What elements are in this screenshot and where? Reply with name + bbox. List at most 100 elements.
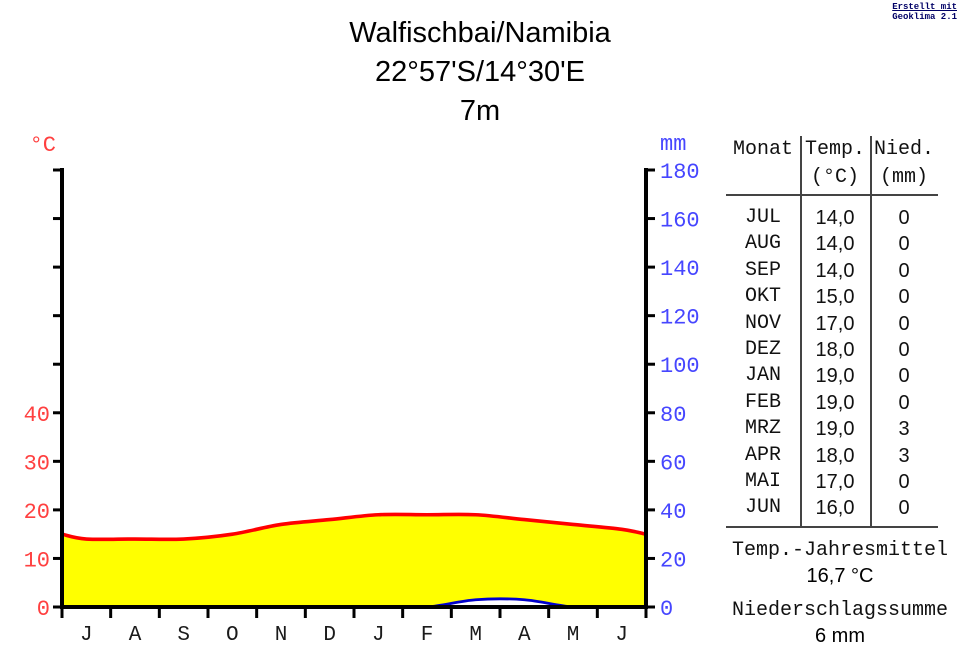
precip-sum-label: Niederschlagssumme	[731, 598, 949, 622]
app-credit-line2: Geoklima 2.1	[892, 12, 957, 22]
right-axis-tick-label: 0	[660, 597, 673, 622]
table-header-rule	[726, 194, 938, 196]
table-row: JUN 16,0 0	[726, 495, 938, 521]
annual-temp-value: 16,7 °C	[806, 564, 874, 587]
climate-chart: 0 10 20 30 40 °C 0 20 40 60 80 100 120 140 160 180 mm J A S…	[24, 132, 700, 647]
month-label: J	[372, 624, 385, 647]
precipitation-area	[62, 598, 646, 607]
temperature-curve	[61, 512, 647, 542]
right-axis-tick-label: 60	[660, 451, 686, 476]
temp-cell: 14,0	[815, 233, 855, 256]
precip-cell: 0	[898, 233, 910, 256]
precip-cell: 0	[898, 497, 910, 520]
climate-data-panel: Monat Temp. (°C) Nied. (mm) JUL 14,0 0 AUG 1…	[722, 136, 958, 648]
temperature-area	[62, 514, 646, 607]
left-axis-tick-label: 20	[24, 500, 50, 525]
table-row: AUG 14,0 0	[726, 231, 938, 257]
month-label: S	[177, 624, 190, 647]
table-header: Monat Temp. (°C) Nied. (mm)	[726, 136, 938, 192]
precip-cell: 3	[898, 418, 910, 441]
precip-cell: 0	[898, 338, 910, 361]
month-label: J	[80, 624, 93, 647]
month-label: J	[615, 624, 628, 647]
precip-cell: 3	[898, 444, 910, 467]
header-month: Monat	[732, 138, 793, 161]
table-row: FEB 19,0 0	[726, 390, 938, 416]
month-label: F	[421, 624, 434, 647]
right-axis-tick-label: 100	[660, 354, 700, 379]
table-row: MRZ 19,0 3	[726, 416, 938, 442]
table-row: DEZ 18,0 0	[726, 337, 938, 363]
month-cell: APR	[744, 443, 781, 467]
table-row: SEP 14,0 0	[726, 258, 938, 284]
right-axis-tick-label: 140	[660, 257, 700, 282]
left-axis-tick-label: 10	[24, 548, 50, 573]
precip-cell: 0	[898, 470, 910, 493]
month-cell: JAN	[744, 364, 781, 388]
temp-cell: 19,0	[815, 391, 855, 414]
temp-cell: 17,0	[815, 312, 855, 335]
right-axis-tick-label: 80	[660, 403, 686, 428]
month-label: O	[226, 624, 239, 647]
month-cell: JUN	[744, 496, 781, 520]
station-coordinates: 22°57'S/14°30'E	[374, 56, 586, 88]
month-cell: AUG	[744, 232, 781, 256]
temp-cell: 16,0	[815, 497, 855, 520]
station-elevation: 7m	[459, 95, 501, 127]
precip-cell: 0	[898, 207, 910, 229]
temp-cell: 18,0	[815, 444, 855, 467]
month-label: M	[567, 624, 580, 647]
temp-cell: 19,0	[815, 365, 855, 388]
left-axis-tick-label: 30	[24, 451, 50, 476]
table-row: JUL 14,0 0	[726, 205, 938, 231]
right-axis-tick-label: 20	[660, 548, 686, 573]
table-row: JAN 19,0 0	[726, 363, 938, 389]
temp-cell: 17,0	[815, 470, 855, 493]
month-cell: MAI	[744, 469, 781, 493]
table-row: MAI 17,0 0	[726, 469, 938, 495]
precip-cell: 0	[898, 365, 910, 388]
table-bottom-rule	[726, 525, 938, 528]
month-label: A	[518, 624, 531, 647]
temp-cell: 14,0	[815, 259, 855, 282]
month-cell: FEB	[744, 390, 781, 414]
precip-cell: 0	[898, 312, 910, 335]
month-cell: MRZ	[744, 417, 781, 441]
month-cell: OKT	[744, 285, 781, 309]
app-credit-line1: Erstellt mit	[892, 2, 957, 12]
station-name: Walfischbai/Namibia	[349, 17, 611, 49]
month-label: A	[129, 624, 142, 647]
table-row: NOV 17,0 0	[726, 311, 938, 337]
app-credit: Erstellt mit Geoklima 2.1	[892, 2, 957, 22]
month-cell: DEZ	[744, 337, 781, 361]
month-label: D	[323, 624, 336, 647]
table-row: OKT 15,0 0	[726, 284, 938, 310]
table-column-divider	[800, 136, 802, 526]
month-cell: SEP	[744, 258, 781, 282]
left-axis-tick-label: 0	[37, 597, 50, 622]
right-axis-tick-label: 180	[660, 160, 700, 185]
table-column-divider	[870, 136, 872, 526]
precip-sum-value: 6 mm	[815, 624, 865, 647]
table-row: APR 18,0 3	[726, 443, 938, 469]
temp-cell: 15,0	[815, 286, 855, 309]
right-axis-tick-label: 120	[660, 306, 700, 331]
right-axis-tick-label: 160	[660, 209, 700, 234]
header-precipitation: Nied. (mm)	[873, 138, 934, 189]
annual-temp-label: Temp.-Jahresmittel	[731, 538, 949, 562]
left-axis-tick-label: 40	[24, 403, 50, 428]
temp-cell: 14,0	[815, 207, 855, 229]
month-cell: NOV	[744, 311, 781, 335]
chart-title-block: Walfischbai/Namibia 22°57'S/14°30'E 7m	[0, 14, 960, 131]
left-axis-unit: °C	[30, 133, 56, 158]
precip-cell: 0	[898, 286, 910, 309]
precip-cell: 0	[898, 391, 910, 414]
temp-cell: 19,0	[815, 418, 855, 441]
right-axis-unit: mm	[660, 132, 686, 157]
temp-cell: 18,0	[815, 338, 855, 361]
climate-table: Monat Temp. (°C) Nied. (mm) JUL 14,0 0 AUG 1…	[726, 136, 938, 528]
table-rows: JUL 14,0 0 AUG 14,0 0 SEP 14,0 0 OKT 15,0 0 NOV 17,0 0…	[726, 196, 938, 526]
precip-cell: 0	[898, 259, 910, 282]
month-label: N	[275, 624, 288, 647]
